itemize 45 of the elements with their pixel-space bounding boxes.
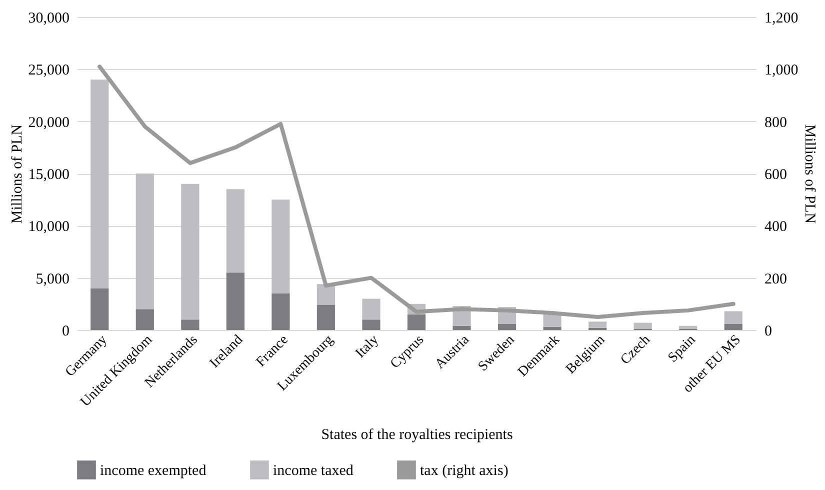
y2-axis-title: Millions of PLN (801, 124, 818, 224)
bar (724, 311, 742, 324)
bar (543, 326, 562, 330)
legend-label: tax (right axis) (420, 462, 508, 479)
bar (588, 322, 607, 328)
bar (181, 184, 200, 320)
y-tick-label: 15,000 (28, 167, 70, 183)
bar (226, 272, 244, 330)
bar (272, 293, 290, 330)
bar (272, 200, 290, 294)
bar (136, 174, 154, 310)
y2-tick-label: 0 (764, 324, 772, 340)
bar (90, 288, 109, 330)
x-tick-label: Italy (353, 332, 382, 362)
y-tick-label: 20,000 (28, 114, 70, 131)
y2-tick-label: 600 (764, 167, 787, 183)
bar (90, 80, 109, 288)
y2-tick-label: 800 (764, 114, 787, 131)
bar (136, 309, 154, 330)
bar (679, 326, 698, 329)
bar (634, 322, 652, 329)
y-tick-label: 5,000 (36, 271, 70, 288)
y2-tick-label: 1,000 (764, 62, 798, 79)
bar (724, 324, 742, 330)
y-tick-label: 10,000 (28, 219, 70, 236)
y2-tick-label: 1,200 (764, 10, 798, 26)
y-tick-label: 25,000 (28, 62, 70, 79)
y-tick-label: 30,000 (28, 10, 70, 26)
bar (316, 304, 336, 330)
line-series (98, 64, 736, 319)
legend-label: income taxed (273, 462, 354, 479)
bar (362, 320, 380, 330)
y-axis-title: Millions of PLN (9, 124, 26, 224)
y2-tick-label: 400 (764, 219, 787, 236)
legend-label: income exempted (100, 462, 207, 479)
y2-tick-label: 200 (764, 271, 787, 288)
bar (316, 284, 336, 305)
x-axis-title: States of the royalties recipients (321, 427, 513, 444)
bar (407, 314, 426, 330)
bar (181, 320, 200, 330)
bar (362, 298, 380, 320)
y-tick-label: 0 (62, 324, 70, 340)
bar (498, 324, 516, 330)
bar (226, 189, 244, 273)
bar (452, 326, 471, 330)
